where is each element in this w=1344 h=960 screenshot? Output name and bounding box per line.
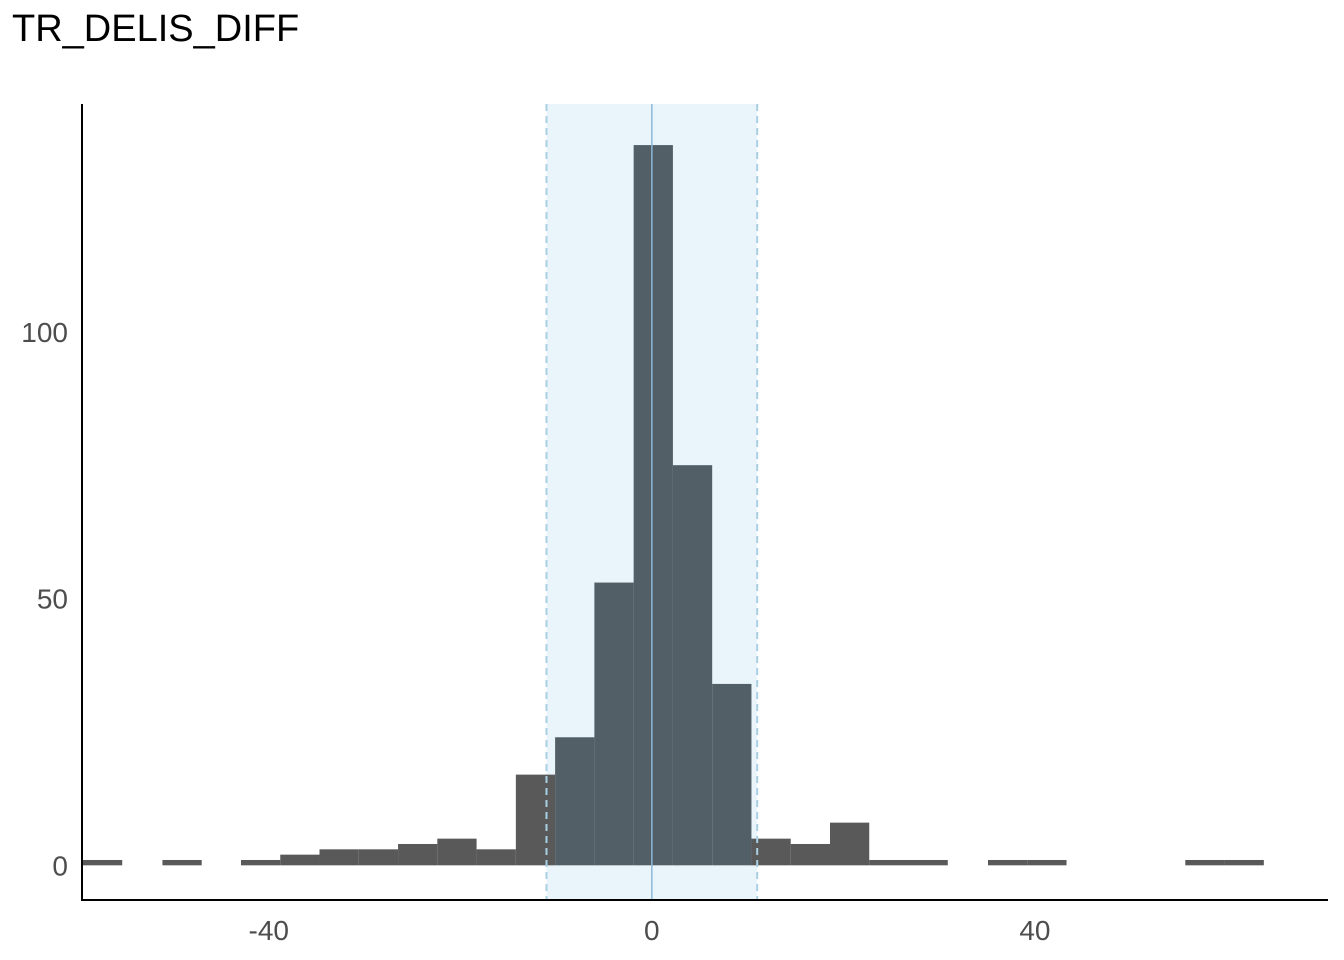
histogram-bar xyxy=(672,465,713,866)
histogram-bar xyxy=(515,774,556,866)
histogram-bar xyxy=(437,838,477,866)
histogram-bar xyxy=(1185,859,1225,866)
x-tick-label: 0 xyxy=(644,915,660,946)
histogram-bar xyxy=(555,737,595,866)
histogram-bar xyxy=(908,859,948,866)
axes-layer xyxy=(81,104,1328,901)
histogram-bar xyxy=(82,859,123,866)
histogram-bar xyxy=(1224,859,1264,866)
y-tick-label: 0 xyxy=(52,850,68,881)
histogram-bar xyxy=(790,843,830,866)
y-tick-label: 100 xyxy=(21,317,68,348)
y-tick-label: 50 xyxy=(37,584,68,615)
histogram-bar xyxy=(829,822,870,866)
histogram-bar xyxy=(633,145,673,866)
histogram-bar xyxy=(869,859,909,866)
x-tick-label: 40 xyxy=(1019,915,1050,946)
histogram-bar xyxy=(1027,859,1067,866)
histogram-bar xyxy=(988,859,1028,866)
histogram-bar xyxy=(280,854,320,866)
tick-labels-layer: -40 0 40 0 50 100 xyxy=(21,317,1050,946)
reference-lines-layer xyxy=(545,104,759,900)
histogram-bar xyxy=(162,859,202,866)
histogram-bar xyxy=(594,582,634,866)
chart-title: TR_DELIS_DIFF xyxy=(12,8,300,50)
histogram-bar xyxy=(319,849,359,866)
histogram-bar xyxy=(398,843,438,866)
histogram-bar xyxy=(476,849,516,866)
histogram-bar xyxy=(712,683,752,866)
histogram-bar xyxy=(240,859,281,866)
x-tick-label: -40 xyxy=(249,915,289,946)
histogram-bar xyxy=(358,849,399,866)
bars-layer xyxy=(82,145,1264,866)
